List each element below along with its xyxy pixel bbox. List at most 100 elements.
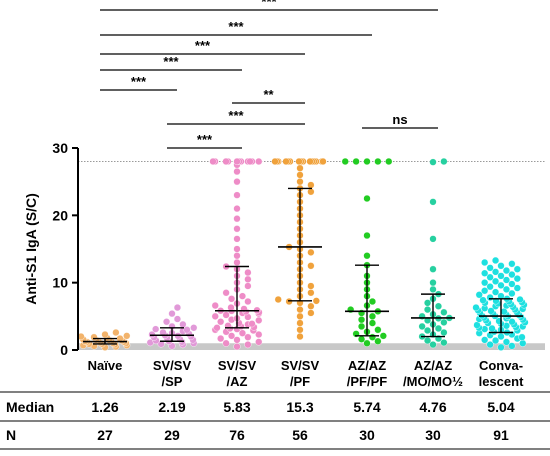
data-point — [418, 322, 426, 331]
data-point — [475, 291, 483, 299]
data-point — [222, 157, 230, 166]
data-point — [486, 264, 494, 272]
data-point — [233, 167, 241, 176]
median-value: 2.19 — [158, 399, 185, 415]
category-labels: Naïve SV/SV/SPSV/SV/AZSV/SV/PFAZ/AZ/PF/PF… — [88, 358, 524, 389]
data-point — [90, 333, 98, 341]
data-point — [519, 339, 527, 347]
data-point — [516, 295, 524, 304]
data-point — [487, 307, 495, 315]
data-point — [296, 178, 304, 186]
data-point — [307, 248, 315, 256]
n-row-label: N — [6, 427, 16, 443]
group-2 — [209, 157, 263, 351]
data-point — [352, 157, 360, 166]
data-point — [491, 268, 500, 276]
data-point — [429, 235, 437, 243]
data-point — [486, 341, 494, 349]
data-point — [473, 321, 481, 329]
data-point — [423, 306, 432, 314]
data-point — [238, 292, 247, 300]
data-point — [497, 343, 505, 351]
category-label: AZ/AZ — [414, 358, 452, 373]
stats-table: Median N 1.26 2.19 5.83 15.3 5.74 4.76 5.04 27 29 7… — [0, 391, 550, 450]
significance-label: ** — [263, 87, 274, 102]
data-point — [222, 339, 230, 347]
median-value: 5.83 — [223, 399, 250, 415]
data-point — [255, 157, 263, 166]
data-point — [497, 281, 505, 289]
data-point — [357, 322, 366, 331]
y-tick-label: 0 — [60, 342, 68, 358]
data-point — [282, 157, 290, 166]
significance-label: *** — [228, 19, 244, 34]
median-value: 5.04 — [487, 399, 514, 415]
data-point — [491, 277, 500, 285]
data-point — [481, 287, 489, 295]
data-point — [429, 341, 437, 349]
median-value: 4.76 — [419, 399, 446, 415]
data-point — [296, 306, 304, 314]
significance-label: *** — [228, 108, 244, 123]
group-0 — [77, 328, 131, 351]
data-point — [508, 260, 516, 268]
data-point — [429, 285, 437, 294]
data-point — [440, 308, 448, 316]
category-label: /MO/MO½ — [403, 374, 463, 389]
y-tick-label: 30 — [52, 140, 68, 156]
data-point — [479, 296, 487, 304]
data-point — [379, 332, 387, 340]
data-point — [363, 231, 371, 240]
y-axis: 0 10 20 30 Anti-S1 IgA (S/C) — [23, 140, 79, 358]
data-point — [233, 235, 241, 243]
n-value: 27 — [97, 427, 113, 443]
data-point — [173, 315, 182, 323]
significance-label: *** — [195, 38, 211, 53]
data-point — [440, 318, 448, 326]
data-point — [486, 293, 494, 302]
category-label: /PF/PF — [347, 374, 388, 389]
data-point — [211, 312, 219, 320]
data-point — [502, 285, 511, 294]
data-point — [508, 289, 516, 298]
significance-brackets: ***********************ns — [100, 0, 438, 149]
category-label: /PF — [290, 374, 310, 389]
data-point — [307, 302, 315, 310]
data-point — [497, 262, 505, 270]
data-point — [307, 188, 315, 196]
data-point — [357, 316, 366, 324]
median-value: 1.26 — [91, 399, 118, 415]
data-point — [233, 205, 241, 213]
data-point — [307, 282, 315, 290]
data-point — [274, 295, 282, 304]
category-label: /SP — [162, 374, 183, 389]
data-point — [429, 279, 437, 287]
data-point — [513, 275, 521, 283]
data-point — [374, 157, 382, 166]
data-point — [233, 191, 241, 199]
data-point — [319, 157, 327, 166]
data-point — [209, 157, 217, 166]
category-label: Naïve — [88, 358, 123, 373]
data-point — [244, 297, 252, 306]
data-point — [502, 338, 511, 346]
data-point — [246, 157, 254, 166]
plot-area — [77, 157, 545, 351]
data-point — [429, 265, 437, 273]
data-point — [227, 295, 236, 303]
lower-limit-band — [78, 343, 545, 350]
category-label: SV/SV — [218, 358, 257, 373]
data-point — [368, 312, 377, 320]
n-value: 30 — [425, 427, 441, 443]
category-label: SV/SV — [153, 358, 192, 373]
category-label: /AZ — [227, 374, 248, 389]
data-point — [168, 310, 176, 318]
data-point — [296, 164, 304, 172]
data-point — [211, 301, 219, 310]
n-value: 29 — [164, 427, 180, 443]
group-6 — [472, 256, 529, 351]
data-point — [217, 334, 225, 343]
data-point — [513, 284, 521, 292]
significance-label: *** — [163, 54, 179, 69]
